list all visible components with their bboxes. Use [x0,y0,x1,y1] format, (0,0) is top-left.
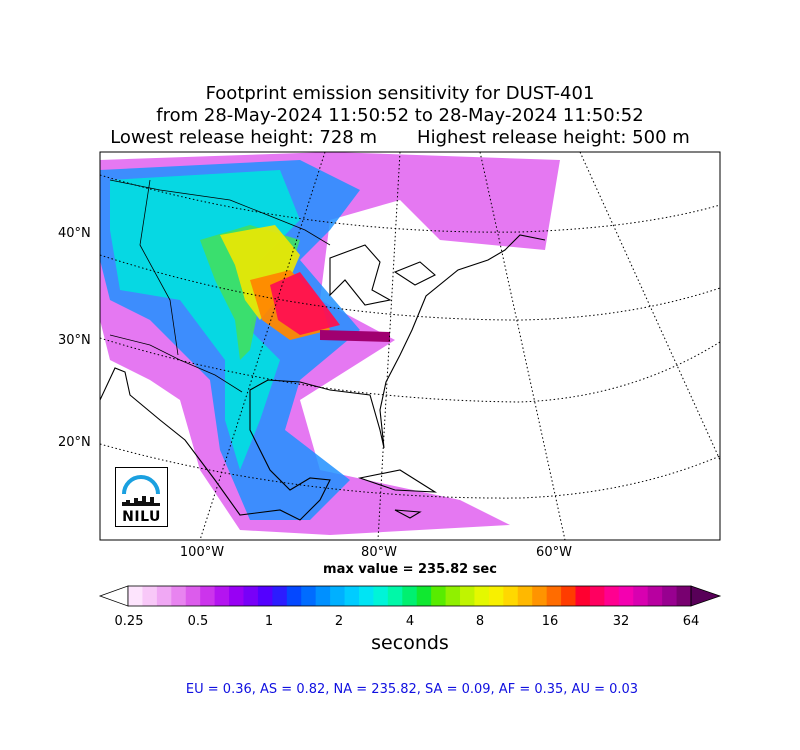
colorbar-tick-6: 16 [541,614,559,629]
nilu-logo-icon [122,475,160,506]
colorbar-tick-7: 32 [612,614,630,629]
map-frame [99,151,721,541]
lon-label-100w: 100°W [179,545,225,560]
lon-label-60w: 60°W [536,545,572,560]
colorbar-tick-8: 64 [682,614,700,629]
colorbar-tick-4: 4 [405,614,415,629]
nilu-logo: NILU [115,467,168,527]
lat-label-20n: 20°N [58,435,91,450]
region-totals: EU = 0.36, AS = 0.82, NA = 235.82, SA = … [185,682,639,697]
lon-label-80w: 80°W [361,545,397,560]
map-title-line1: Footprint emission sensitivity for DUST-… [205,83,595,104]
borders [109,179,331,393]
plume-core [320,330,390,342]
colorbar-tick-5: 8 [475,614,485,629]
plume-layer-red [270,272,340,335]
map-title-line2: from 28-May-2024 11:50:52 to 28-May-2024… [156,105,644,126]
nilu-logo-text: NILU [122,509,161,525]
max-value-label: max value = 235.82 sec [323,562,497,577]
graticule [100,152,720,540]
colorbar-tick-0: 0.25 [114,614,144,629]
lat-label-40n: 40°N [58,226,91,241]
colorbar-unit-label: seconds [371,632,449,654]
lat-label-30n: 30°N [58,333,91,348]
colorbar-tick-1: 0.5 [187,614,209,629]
plume-layer-yellow [220,225,300,320]
colorbar-tick-3: 2 [334,614,344,629]
colorbar-tick-2: 1 [264,614,274,629]
coastlines [100,234,546,521]
map-title-line3: Lowest release height: 728 m Highest rel… [110,127,690,148]
